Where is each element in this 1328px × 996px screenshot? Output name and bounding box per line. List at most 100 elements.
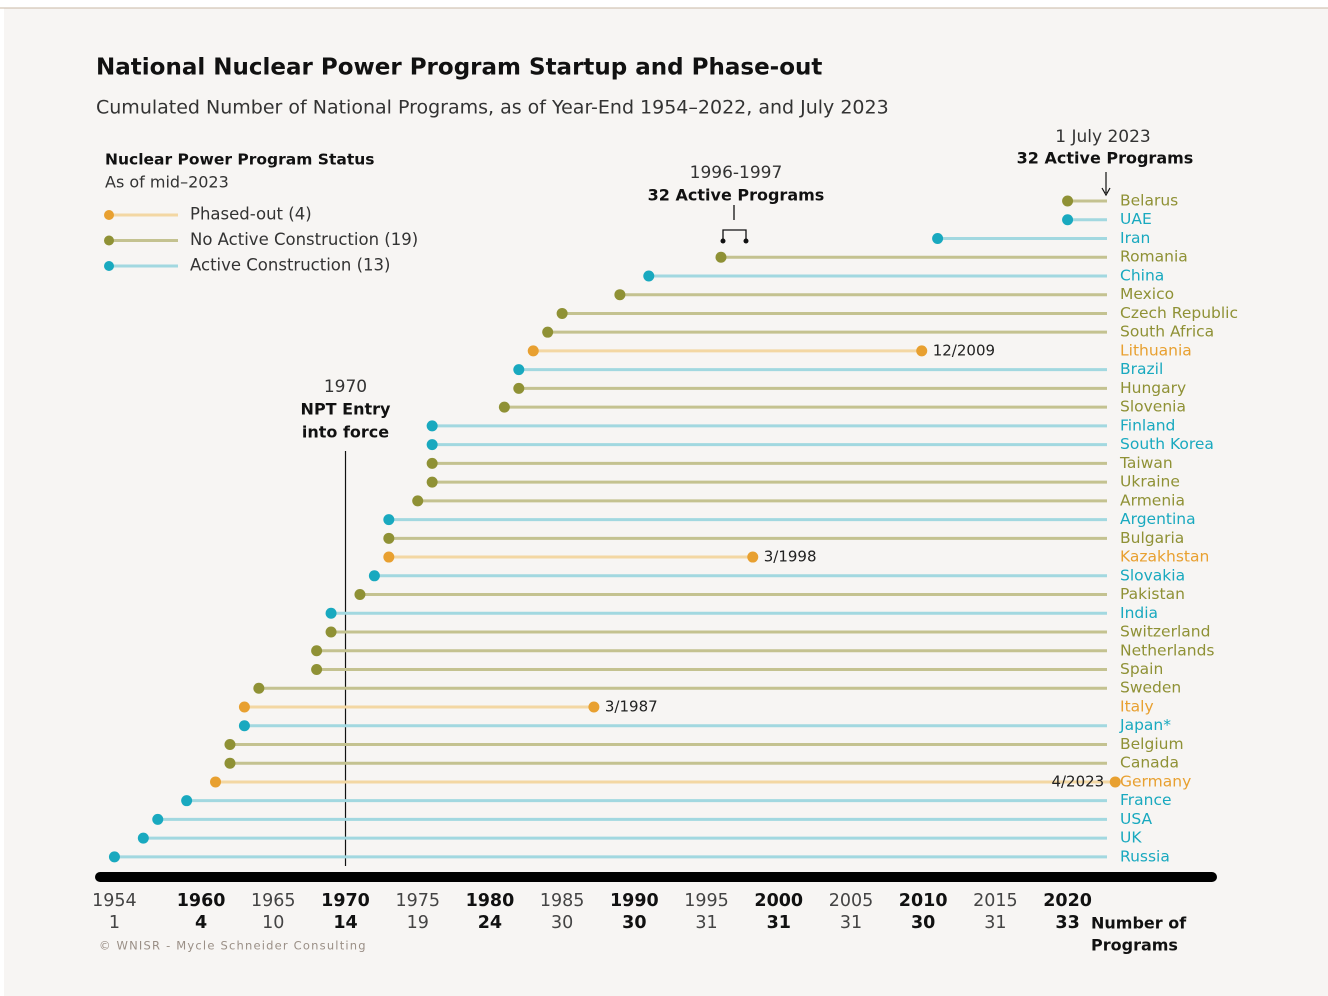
start-dot: [210, 776, 222, 788]
country-label: Slovenia: [1120, 398, 1186, 416]
country-label: Czech Republic: [1120, 304, 1238, 322]
country-label: India: [1120, 604, 1158, 622]
x-tick-label: 1960: [177, 891, 226, 911]
country-label: USA: [1120, 810, 1152, 828]
start-dot: [137, 832, 149, 844]
x-tick-label: 1965: [251, 891, 296, 911]
start-dot: [513, 382, 525, 394]
start-dot: [426, 457, 438, 469]
start-dot: [253, 682, 265, 694]
start-dot: [1062, 214, 1074, 226]
x-tick-label: 2000: [754, 891, 803, 911]
start-dot: [643, 270, 655, 282]
country-label: Italy: [1120, 697, 1154, 715]
legend-dot: [104, 210, 114, 220]
x-tick-label: 1975: [395, 891, 440, 911]
annotation-label: 1996-1997: [690, 163, 783, 183]
chart-subtitle: Cumulated Number of National Programs, a…: [96, 97, 889, 119]
start-dot: [224, 757, 236, 769]
country-label: Mexico: [1120, 285, 1174, 303]
country-label: Netherlands: [1120, 641, 1214, 659]
legend-dot: [104, 261, 114, 271]
legend-title: Nuclear Power Program Status: [105, 151, 375, 169]
start-dot: [152, 813, 164, 825]
npt-year: 1970: [324, 377, 367, 397]
country-label: Sweden: [1120, 679, 1181, 697]
x-tick-label: 1954: [92, 891, 137, 911]
start-dot: [311, 645, 323, 657]
count-label: 19: [407, 913, 429, 933]
start-dot: [715, 251, 727, 263]
country-label: Ukraine: [1120, 473, 1180, 491]
arrow: [1101, 172, 1111, 197]
start-dot: [354, 589, 366, 601]
country-label: Armenia: [1120, 491, 1185, 509]
start-dot: [412, 495, 424, 507]
end-label: 3/1998: [764, 548, 817, 566]
country-label: Taiwan: [1119, 454, 1173, 472]
count-label: 31: [695, 913, 717, 933]
start-dot: [426, 476, 438, 488]
start-dot: [513, 364, 525, 376]
country-label: Canada: [1120, 754, 1179, 772]
start-dot: [311, 664, 323, 675]
start-dot: [542, 326, 554, 338]
count-label: 14: [333, 913, 357, 933]
count-axis-title: Programs: [1091, 936, 1178, 955]
x-tick-label: 2010: [899, 891, 948, 911]
legend-label: Active Construction (13): [190, 256, 390, 275]
start-dot: [426, 439, 438, 451]
phase-out-dot: [1109, 776, 1121, 788]
npt-text: NPT Entry: [301, 400, 391, 419]
start-dot: [426, 420, 438, 432]
start-dot: [108, 851, 120, 863]
country-label: South Africa: [1120, 323, 1214, 341]
start-dot: [325, 626, 337, 638]
country-label: Kazakhstan: [1120, 548, 1209, 566]
country-label: UAE: [1120, 210, 1152, 228]
annotation-label: 1 July 2023: [1055, 127, 1150, 147]
country-label: Spain: [1120, 660, 1163, 678]
start-dot: [383, 514, 395, 526]
start-dot: [932, 232, 944, 244]
count-label: 31: [984, 913, 1006, 933]
x-tick-label: 1985: [540, 891, 585, 911]
count-label: 30: [551, 913, 573, 933]
legend-dot: [104, 235, 114, 246]
country-label: South Korea: [1120, 435, 1214, 453]
country-label: Iran: [1120, 229, 1150, 247]
annotation-text: 32 Active Programs: [648, 186, 825, 205]
start-dot: [383, 532, 395, 544]
start-dot: [556, 307, 568, 319]
start-dot: [614, 289, 626, 301]
country-label: Slovakia: [1120, 566, 1185, 584]
phase-out-dot: [747, 551, 759, 563]
annotation-text: 32 Active Programs: [1017, 149, 1194, 168]
end-label: 12/2009: [933, 341, 995, 359]
start-dot: [527, 345, 539, 357]
start-dot: [181, 795, 193, 807]
country-label: Romania: [1120, 248, 1188, 266]
start-dot: [498, 401, 510, 413]
country-label: Finland: [1120, 416, 1175, 434]
country-label: UK: [1120, 829, 1142, 847]
country-label: Pakistan: [1120, 585, 1185, 603]
count-label: 10: [262, 913, 284, 933]
country-label: Lithuania: [1120, 341, 1192, 359]
end-label: 4/2023: [1051, 772, 1104, 790]
count-label: 1: [109, 913, 120, 933]
country-label: France: [1120, 791, 1172, 809]
count-label: 30: [911, 913, 935, 933]
country-label: Russia: [1120, 847, 1170, 865]
x-tick-label: 1990: [610, 891, 659, 911]
start-dot: [383, 551, 395, 563]
x-tick-label: 1995: [684, 891, 729, 911]
x-tick-label: 1970: [321, 891, 370, 911]
chart-title: National Nuclear Power Program Startup a…: [96, 55, 822, 81]
bracket-dot: [743, 238, 749, 244]
country-label: Switzerland: [1120, 623, 1210, 641]
x-tick-label: 2005: [829, 891, 874, 911]
country-label: Argentina: [1120, 510, 1196, 528]
start-dot: [224, 738, 236, 750]
start-dot: [368, 570, 380, 582]
